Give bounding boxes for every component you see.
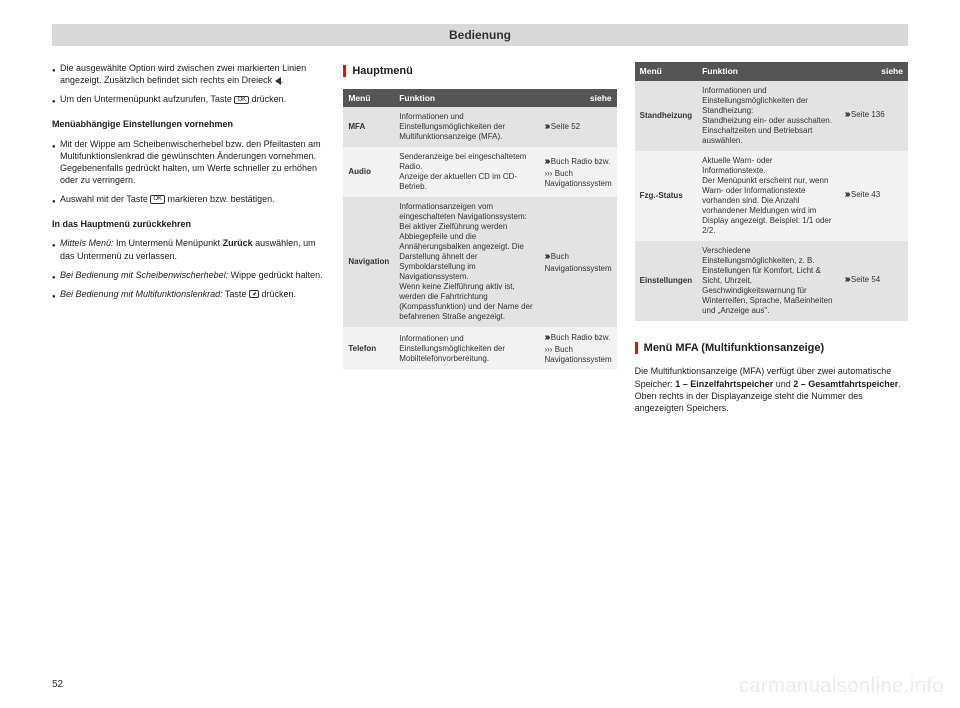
- bullet-dot: [52, 62, 60, 86]
- section-title: Hauptmenü: [352, 64, 413, 79]
- ok-icon: OK: [234, 96, 249, 105]
- cell-menu: Standheizung: [635, 81, 697, 151]
- table-row: Navigation Informationsanzeigen vom eing…: [343, 197, 616, 327]
- bullet-text: Mittels Menü: Im Untermenü Menüpunkt Zur…: [60, 237, 325, 261]
- cell-menu: Navigation: [343, 197, 394, 327]
- section-title: Menü MFA (Multifunktionsanzeige): [644, 341, 824, 356]
- bullet-text: Um den Untermenüpunkt aufzurufen, Taste …: [60, 93, 325, 105]
- column-1: Die ausgewählte Option wird zwischen zwe…: [52, 62, 325, 421]
- cell-funktion: Senderanzeige bei eingeschaltetem Radio.…: [394, 147, 539, 197]
- watermark: carmanualsonline.info: [739, 675, 944, 698]
- paragraph: Die Multifunktionsanzeige (MFA) verfügt …: [635, 365, 908, 414]
- table-row: Standheizung Informationen und Einstellu…: [635, 81, 908, 151]
- red-bar-icon: [343, 65, 346, 77]
- cell-siehe: ››› Seite 54: [840, 241, 908, 321]
- table-row: Einstellungen Verschiedene Einstellungsm…: [635, 241, 908, 321]
- cell-funktion: Informationen und Einstellungsmöglichkei…: [394, 107, 539, 147]
- bullet-item: Mittels Menü: Im Untermenü Menüpunkt Zur…: [52, 237, 325, 261]
- bullet-dot: [52, 138, 60, 187]
- page-number: 52: [52, 679, 63, 690]
- cell-funktion: Informationsanzeigen vom eingeschalteten…: [394, 197, 539, 327]
- menu-table-2: Menü Funktion siehe Standheizung Informa…: [635, 62, 908, 321]
- cell-menu: Audio: [343, 147, 394, 197]
- content-columns: Die ausgewählte Option wird zwischen zwe…: [52, 62, 908, 421]
- table-row: Audio Senderanzeige bei eingeschaltetem …: [343, 147, 616, 197]
- triangle-left-icon: [275, 77, 281, 85]
- cell-siehe: ››› Buch Radio bzw. ››› Buch Navigations…: [540, 147, 617, 197]
- cell-menu: MFA: [343, 107, 394, 147]
- bullet-text: Die ausgewählte Option wird zwischen zwe…: [60, 62, 325, 86]
- cell-funktion: Verschiedene Einstellungsmöglichkeiten, …: [697, 241, 840, 321]
- th-siehe: siehe: [840, 62, 908, 81]
- bullet-dot: [52, 193, 60, 205]
- column-3: Menü Funktion siehe Standheizung Informa…: [635, 62, 908, 421]
- bullet-item: Auswahl mit der Taste OK markieren bzw. …: [52, 193, 325, 205]
- bullet-text: Auswahl mit der Taste OK markieren bzw. …: [60, 193, 325, 205]
- page-header: Bedienung: [52, 24, 908, 46]
- th-siehe: siehe: [540, 89, 617, 108]
- cell-siehe: ››› Buch Radio bzw. ››› Buch Navigations…: [540, 327, 617, 370]
- cell-menu: Fzg.-Status: [635, 151, 697, 241]
- subheading: In das Hauptmenü zurückkehren: [52, 218, 325, 230]
- column-2: Hauptmenü Menü Funktion siehe MFA Inform…: [343, 62, 616, 421]
- bullet-text: Bei Bedienung mit Multifunktionslenkrad:…: [60, 288, 325, 300]
- th-menu: Menü: [343, 89, 394, 108]
- back-icon: [249, 290, 259, 298]
- bullet-item: Bei Bedienung mit Multifunktionslenkrad:…: [52, 288, 325, 300]
- bullet-dot: [52, 237, 60, 261]
- table-row: Fzg.-Status Aktuelle Warn- oder Informat…: [635, 151, 908, 241]
- bullet-text: Mit der Wippe am Scheibenwischerhebel bz…: [60, 138, 325, 187]
- th-menu: Menü: [635, 62, 697, 81]
- bullet-item: Um den Untermenüpunkt aufzurufen, Taste …: [52, 93, 325, 105]
- th-funktion: Funktion: [697, 62, 840, 81]
- menu-table-1: Menü Funktion siehe MFA Informationen un…: [343, 89, 616, 370]
- table-header-row: Menü Funktion siehe: [635, 62, 908, 81]
- cell-menu: Einstellungen: [635, 241, 697, 321]
- manual-page: Bedienung Die ausgewählte Option wird zw…: [0, 0, 960, 708]
- cell-siehe: ››› Seite 43: [840, 151, 908, 241]
- section-header: Menü MFA (Multifunktionsanzeige): [635, 341, 908, 356]
- table-header-row: Menü Funktion siehe: [343, 89, 616, 108]
- ok-icon: OK: [150, 195, 165, 204]
- cell-siehe: ››› Buch Navigationssystem: [540, 197, 617, 327]
- bullet-item: Mit der Wippe am Scheibenwischerhebel bz…: [52, 138, 325, 187]
- cell-funktion: Aktuelle Warn- oder Informationstexte. D…: [697, 151, 840, 241]
- red-bar-icon: [635, 342, 638, 354]
- table-row: Telefon Informationen und Einstellungsmö…: [343, 327, 616, 370]
- bullet-text: Bei Bedienung mit Scheibenwischerhebel: …: [60, 269, 325, 281]
- cell-funktion: Informationen und Einstellungsmöglichkei…: [697, 81, 840, 151]
- cell-siehe: ››› Seite 52: [540, 107, 617, 147]
- th-funktion: Funktion: [394, 89, 539, 108]
- subheading: Menüabhängige Einstellungen vornehmen: [52, 118, 325, 130]
- table-row: MFA Informationen und Einstellungsmöglic…: [343, 107, 616, 147]
- cell-menu: Telefon: [343, 327, 394, 370]
- bullet-dot: [52, 269, 60, 281]
- cell-siehe: ››› Seite 136: [840, 81, 908, 151]
- bullet-item: Die ausgewählte Option wird zwischen zwe…: [52, 62, 325, 86]
- bullet-dot: [52, 288, 60, 300]
- section-header: Hauptmenü: [343, 64, 616, 79]
- bullet-dot: [52, 93, 60, 105]
- bullet-item: Bei Bedienung mit Scheibenwischerhebel: …: [52, 269, 325, 281]
- cell-funktion: Informationen und Einstellungsmöglichkei…: [394, 327, 539, 370]
